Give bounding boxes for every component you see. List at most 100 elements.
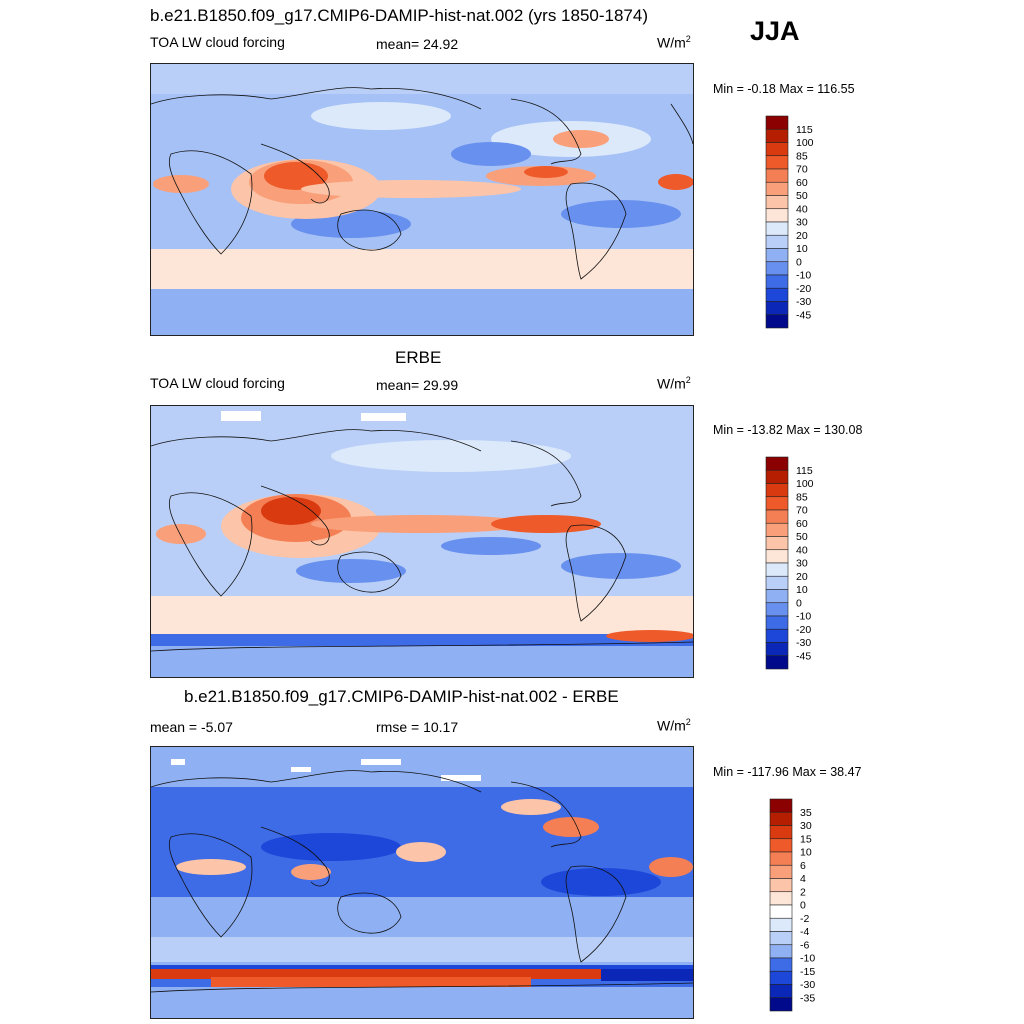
colorbar-swatch [769,825,793,840]
colorbar-swatch [765,655,789,670]
colorbar-swatch [769,957,793,972]
colorbar-swatch [769,811,793,826]
colorbar-swatch [769,878,793,893]
panel-2-mean: mean= 29.99 [376,377,459,393]
colorbar-swatch [765,562,789,577]
panel-1-minmax: Min = -0.18 Max = 116.55 [713,82,855,96]
colorbar-swatch [765,261,789,276]
colorbar-level-label: -4 [800,926,809,938]
colorbar-level-label: 85 [796,491,808,503]
colorbar-swatch [765,208,789,223]
colorbar-level-label: 30 [796,217,808,229]
panel-2-colorbar: 115 100 85 70 60 50 40 30 20 10 0 -10 -20 -30 -45 [765,456,826,670]
colorbar-swatch [769,944,793,959]
colorbar-level-label: 20 [796,571,808,583]
panel-3-map [150,746,694,1019]
panel-2-title: ERBE [395,348,442,367]
colorbar-level-label: 50 [796,531,808,543]
colorbar-level-label: 40 [796,203,808,215]
colorbar-swatch [765,496,789,511]
colorbar-level-label: 10 [796,584,808,596]
colorbar-level-label: 35 [800,807,812,819]
colorbar-level-label: -20 [796,283,811,295]
colorbar-level-label: 10 [796,243,808,255]
colorbar-level-label: -10 [800,953,815,965]
colorbar-swatch [765,549,789,564]
panel-3-rmse: rmse = 10.17 [376,719,459,735]
colorbar-swatch [769,891,793,906]
panel-2-left-label: TOA LW cloud forcing [150,375,285,391]
colorbar-level-label: -10 [796,270,811,282]
colorbar-swatch [765,168,789,183]
colorbar-swatch [765,483,789,498]
colorbar-swatch [765,115,789,130]
colorbar-swatch [769,917,793,932]
colorbar-swatch [765,642,789,657]
colorbar-level-label: -30 [796,296,811,308]
panel-1-units: W/m2 [657,34,691,51]
colorbar-level-label: 100 [796,478,814,490]
colorbar-swatch [769,838,793,853]
colorbar-level-label: -10 [796,611,811,623]
colorbar-level-label: 70 [796,164,808,176]
colorbar-level-label: -6 [800,939,809,951]
colorbar-swatch [765,536,789,551]
colorbar-swatch [765,221,789,236]
panel-3-title: b.e21.B1850.f09_g17.CMIP6-DAMIP-hist-nat… [184,687,619,706]
colorbar-level-label: 4 [800,873,806,885]
colorbar-level-label: 15 [800,833,812,845]
colorbar-level-label: 20 [796,230,808,242]
colorbar-level-label: 85 [796,150,808,162]
colorbar-level-label: -45 [796,650,811,662]
colorbar-level-label: 30 [800,820,812,832]
colorbar-swatch [769,931,793,946]
colorbar-swatch [765,248,789,263]
colorbar-swatch [765,456,789,471]
colorbar-level-label: 0 [796,256,802,268]
colorbar-level-label: 115 [796,124,813,136]
colorbar-level-label: 40 [796,544,808,556]
panel-1-map [150,63,694,336]
colorbar-swatch [765,602,789,617]
colorbar-level-label: 0 [796,597,802,609]
colorbar-level-label: -30 [796,637,811,649]
colorbar-swatch [765,142,789,157]
colorbar-level-label: -2 [800,913,809,925]
colorbar-level-label: 60 [796,518,808,530]
colorbar-level-label: 30 [796,558,808,570]
colorbar-level-label: -20 [796,624,811,636]
colorbar-swatch [765,274,789,289]
season-label: JJA [750,16,800,46]
colorbar-level-label: -45 [796,309,811,321]
colorbar-swatch [769,904,793,919]
colorbar-level-label: 6 [800,860,806,872]
colorbar-level-label: 60 [796,177,808,189]
colorbar-swatch [769,851,793,866]
colorbar-level-label: 70 [796,505,808,517]
colorbar-swatch [769,798,793,813]
panel-3-units: W/m2 [657,717,691,734]
colorbar-swatch [765,234,789,249]
panel-2-map [150,405,694,678]
panel-3-minmax: Min = -117.96 Max = 38.47 [713,765,862,779]
panel-3-colorbar: 35 30 15 10 6 4 2 0 -2 -4 -6 -10 -15 -30 -35 [769,798,830,1012]
colorbar-level-label: 10 [800,847,812,859]
colorbar-swatch [769,970,793,985]
colorbar-level-label: 2 [800,886,806,898]
colorbar-swatch [769,864,793,879]
colorbar-swatch [765,628,789,643]
colorbar-level-label: 0 [800,900,806,912]
colorbar-swatch [765,195,789,210]
panel-1-title: b.e21.B1850.f09_g17.CMIP6-DAMIP-hist-nat… [150,6,648,25]
colorbar-swatch [765,314,789,329]
colorbar-level-label: -15 [800,966,815,978]
panel-1-mean: mean= 24.92 [376,36,459,52]
colorbar-swatch [765,181,789,196]
panel-2-minmax: Min = -13.82 Max = 130.08 [713,423,863,437]
colorbar-level-label: -35 [800,992,815,1004]
panel-1-colorbar: 115 100 85 70 60 50 40 30 20 10 0 -10 -20 -30 -45 [765,115,826,329]
colorbar-swatch [765,575,789,590]
